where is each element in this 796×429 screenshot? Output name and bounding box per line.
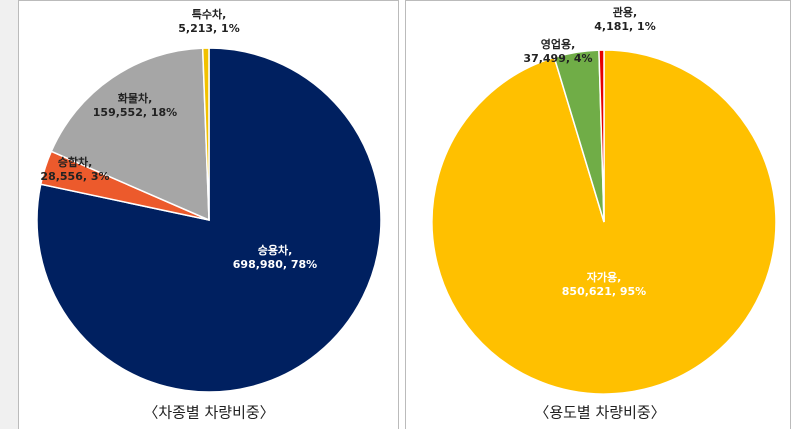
slice-category: 승합차,: [58, 155, 93, 169]
pie-slice: [50, 47, 210, 222]
slice-label: 37,499, 4%: [523, 52, 592, 65]
panel-left: [18, 0, 399, 429]
slice-label: 850,621, 95%: [562, 285, 646, 298]
slice-category: 자가용,: [587, 270, 622, 284]
panel-right: [405, 0, 791, 429]
chart-title: 〈용도별 차량비중〉: [534, 404, 665, 422]
slice-category: 승용차,: [258, 243, 293, 257]
pie-slice: [201, 47, 210, 221]
slice-category: 화물차,: [118, 91, 153, 105]
slice-label: 5,213, 1%: [178, 22, 239, 35]
pie-slice: [598, 49, 605, 223]
slice-label: 4,181, 1%: [594, 20, 655, 33]
slice-category: 영업용,: [541, 38, 576, 51]
chart-title: 〈차종별 차량비중〉: [143, 404, 274, 422]
left-strip: [0, 0, 18, 429]
slice-category: 특수차,: [192, 7, 227, 21]
slice-label: 698,980, 78%: [233, 258, 317, 271]
slice-label: 159,552, 18%: [93, 106, 177, 119]
slice-label: 28,556, 3%: [40, 170, 109, 183]
slice-category: 관용,: [613, 5, 637, 19]
